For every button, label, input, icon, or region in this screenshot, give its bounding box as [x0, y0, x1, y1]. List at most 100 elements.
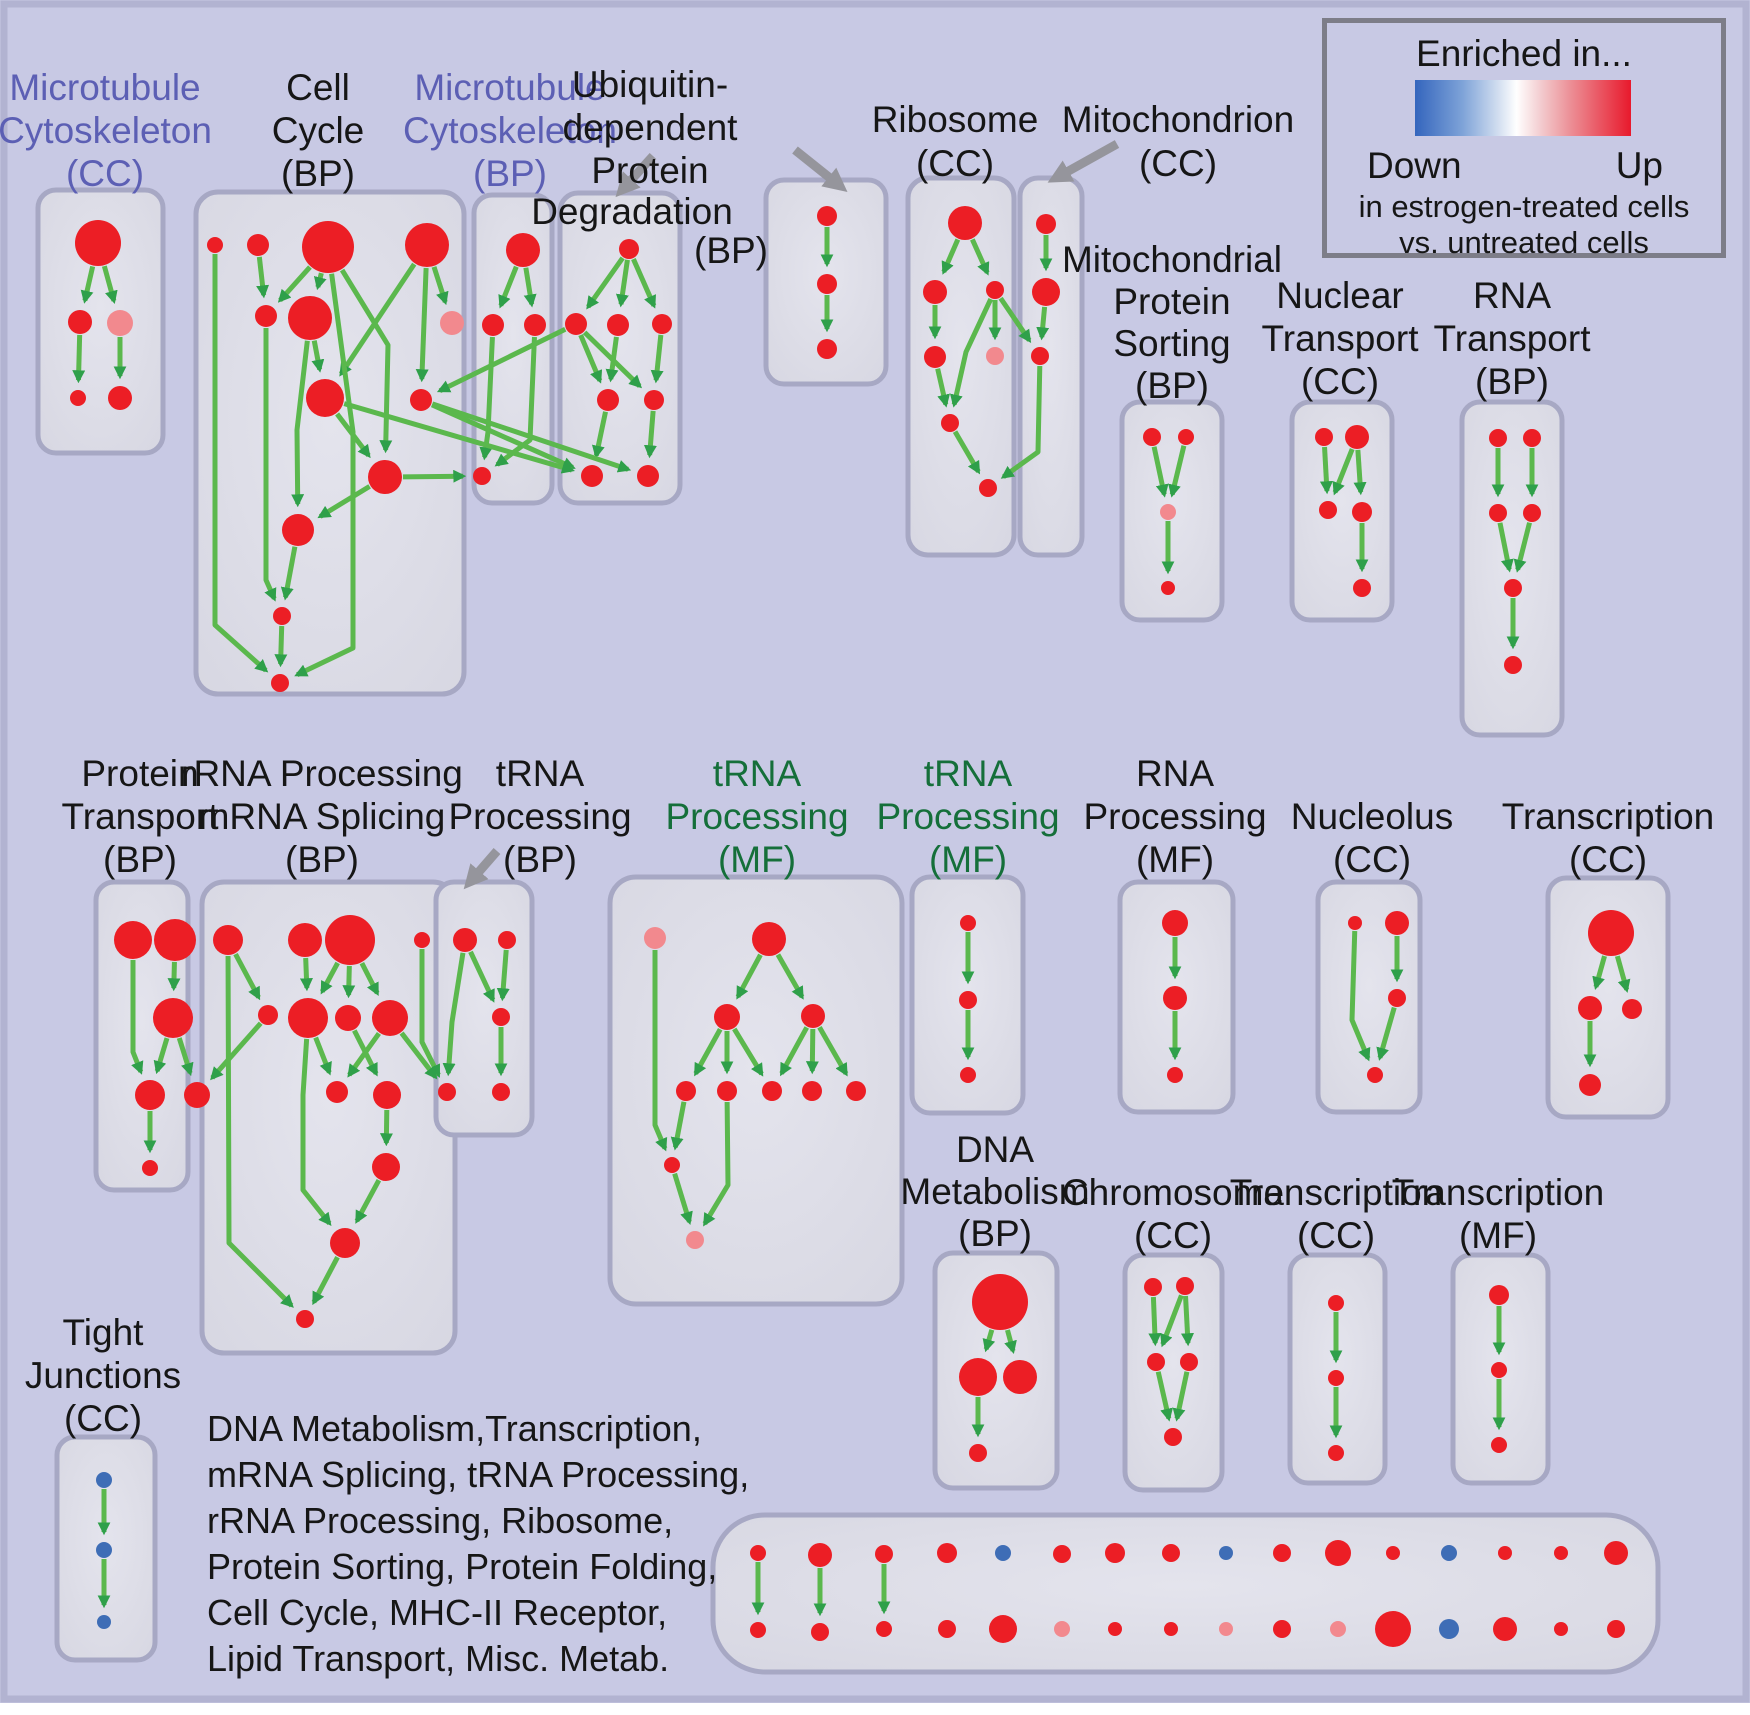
node-trna-mf-lg-5-red: [717, 1081, 737, 1101]
node-mito-cc-1-red: [1032, 278, 1060, 306]
node-mt-cc-4-red: [108, 386, 132, 410]
annotation-arrow-0: [615, 152, 657, 198]
node-mixed-28-blue: [1439, 1619, 1459, 1639]
node-cell-cycle-7-red: [306, 379, 344, 417]
cross-edge-2: [343, 401, 575, 474]
cluster-label-trna-mf-lg-line0: tRNA: [713, 753, 802, 794]
node-ubiq-bp-2-1-red: [817, 274, 837, 294]
node-mps-bp-2-pink: [1160, 504, 1176, 520]
node-mixed-21-pink: [1054, 1621, 1070, 1637]
node-trna-mf-lg-0-pink: [644, 927, 666, 949]
cluster-label-transcr-cc-a-line0: Transcription: [1502, 796, 1714, 837]
cluster-label-nucleolus-cc-line1: (CC): [1333, 839, 1411, 880]
edge-rrna-bp-12: [311, 1255, 340, 1306]
node-ribosome-cc-4-pink: [986, 347, 1004, 365]
cluster-label-ubiq-bp-line0: Ubiquitin-: [572, 64, 728, 105]
edge-nucleolus-cc-1: [1376, 1006, 1397, 1061]
cross-edge-8: [419, 949, 441, 1078]
annotation-line: mRNA Splicing, tRNA Processing,: [207, 1454, 750, 1495]
edge-nucleolus-cc-2: [1349, 930, 1371, 1062]
node-ribosome-cc-5-red: [941, 414, 959, 432]
edge-nuc-transport-cc-2: [1353, 449, 1367, 496]
node-tight-junc-cc-0-blue: [96, 1472, 112, 1488]
edge-nuc-transport-cc-1: [1332, 448, 1355, 496]
edge-rrna-bp-2: [299, 957, 313, 992]
node-trna-mf-lg-7-red: [802, 1081, 822, 1101]
node-rna-proc-mf-0-red: [1162, 910, 1188, 936]
cluster-label-mps-bp-line2: Sorting: [1113, 323, 1230, 364]
edge-dna-metab-bp-0: [982, 1329, 996, 1353]
node-nuc-transport-cc-2-red: [1319, 501, 1337, 519]
node-ribosome-cc-6-red: [979, 479, 997, 497]
node-rrna-bp-6-red: [335, 1005, 361, 1031]
node-mixed-11-red: [1386, 1546, 1400, 1560]
cluster-label-mito-cc-line0: Mitochondrion: [1062, 99, 1294, 140]
node-mixed-1-red: [808, 1543, 832, 1567]
edge-rrna-bp-4: [342, 965, 356, 999]
edge-ubiq-bp-8: [643, 410, 657, 459]
edge-trna-mf-lg-6: [805, 1028, 819, 1075]
node-chromosome-cc-3-red: [1180, 1353, 1198, 1371]
legend-gradient-bar: [1415, 80, 1631, 136]
node-trna-bp-3-red: [438, 1083, 456, 1101]
cluster-label-mt-cc-line1: Cytoskeleton: [0, 110, 212, 151]
mixed-cluster-annotation: DNA Metabolism,Transcription, mRNA Splic…: [207, 1406, 749, 1682]
edge-cell-cycle-6: [311, 340, 325, 373]
node-cell-cycle-12-red: [271, 674, 289, 692]
cluster-label-ubiq-bp-line4: (BP): [694, 230, 768, 271]
edge-trna-mf-lg-1: [775, 953, 805, 1000]
node-nucleolus-cc-2-red: [1388, 989, 1406, 1007]
node-ubiq-bp-3-red: [652, 314, 672, 334]
edges-layer: [72, 140, 1631, 1617]
edge-prot-transport-bp-3: [176, 1037, 194, 1077]
node-ubiq-bp-2-0-red: [817, 206, 837, 226]
edge-prot-transport-bp-0: [130, 960, 144, 1075]
node-rrna-bp-12-red: [296, 1310, 314, 1328]
node-cell-cycle-11-red: [273, 607, 291, 625]
edge-mt-cc-2: [72, 334, 86, 384]
node-nuc-transport-cc-0-red: [1315, 428, 1333, 446]
node-mixed-4-blue: [995, 1545, 1011, 1561]
edge-rrna-bp-1: [225, 955, 294, 1308]
node-rrna-bp-9-red: [373, 1081, 401, 1109]
node-transcr-cc-b-1-red: [1328, 1370, 1344, 1386]
cluster-label-nuc-transport-cc-line2: (CC): [1301, 361, 1379, 402]
cross-edge-3: [402, 469, 467, 483]
edge-mt-bp-3: [494, 336, 537, 467]
edge-dna-metab-bp-1: [1004, 1329, 1017, 1355]
node-prot-transport-bp-5-red: [142, 1160, 158, 1176]
edge-mt-cc-1: [101, 265, 118, 304]
node-mixed-22-red: [1108, 1622, 1122, 1636]
cluster-box-transcr-cc-a: [1545, 875, 1671, 1120]
node-mt-cc-0-red: [75, 220, 121, 266]
edge-ubiq-bp-3: [578, 334, 603, 384]
node-ubiq-bp-5-red: [644, 390, 664, 410]
node-mt-cc-3-red: [70, 390, 86, 406]
legend-title: Enriched in...: [1416, 33, 1632, 74]
node-trna-mf-lg-8-red: [846, 1081, 866, 1101]
node-ubiq-bp-7-red: [637, 465, 659, 487]
legend-subtitle-line1: in estrogen-treated cells: [1358, 189, 1690, 224]
node-dna-metab-bp-2-red: [1003, 1360, 1037, 1394]
cluster-label-rna-transport-bp-line0: RNA: [1473, 275, 1551, 316]
node-mt-bp-0-red: [506, 233, 540, 267]
cluster-label-mt-bp-line2: (BP): [473, 153, 547, 194]
node-ubiq-bp-1-red: [565, 313, 587, 335]
cluster-label-chromosome-cc-line1: (CC): [1134, 1215, 1212, 1256]
annotation-arrow-1: [792, 146, 848, 192]
cluster-label-ubiq-bp-line3: Degradation: [531, 191, 733, 232]
node-rrna-bp-8-red: [326, 1081, 348, 1103]
node-mixed-3-red: [937, 1543, 957, 1563]
node-nuc-transport-cc-3-red: [1352, 502, 1372, 522]
cluster-label-chromosome-cc-line0: Chromosome: [1062, 1172, 1284, 1213]
cluster-label-rna-proc-mf-line0: RNA: [1136, 753, 1214, 794]
edge-trna-bp-2: [442, 952, 466, 1077]
cluster-box-chromosome-cc: [1122, 1252, 1225, 1493]
cluster-label-nuc-transport-cc-line0: Nuclear: [1276, 275, 1404, 316]
edge-mito-cc-1: [1036, 306, 1050, 341]
cluster-label-trna-mf-sm-line1: Processing: [876, 796, 1059, 837]
edge-chromosome-cc-4: [1172, 1371, 1190, 1422]
node-ubiq-bp-2-red: [607, 314, 629, 336]
edge-prot-transport-bp-2: [153, 1037, 170, 1075]
edge-trna-mf-lg-2: [693, 1028, 723, 1077]
